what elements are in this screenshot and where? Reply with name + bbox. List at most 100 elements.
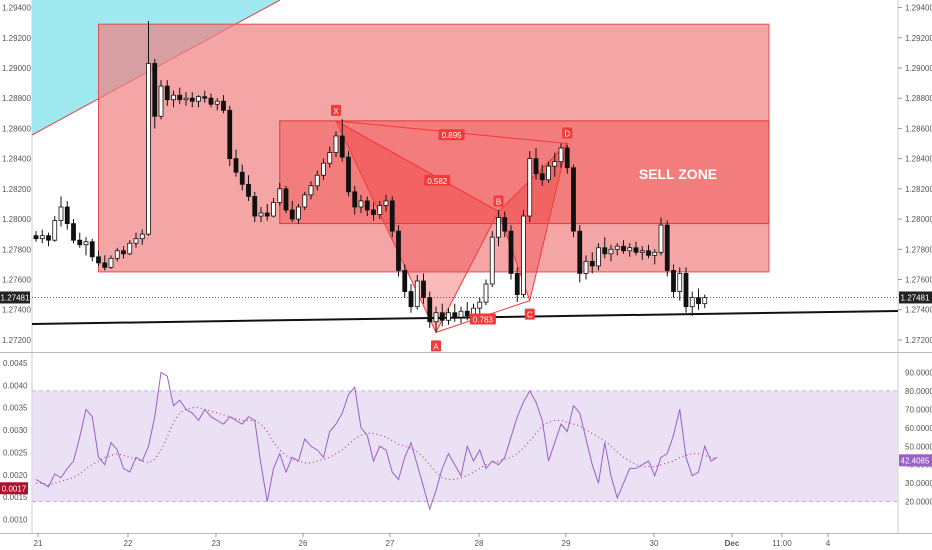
candle-body: [133, 238, 139, 244]
candle-body: [183, 97, 189, 101]
osc-tick-label-right: 60.0000: [905, 424, 932, 433]
osc-tick-label-left: 0.0045: [3, 359, 28, 368]
osc-tick-label-right: 20.0000: [905, 498, 932, 507]
candle-body: [83, 241, 89, 246]
price-tick-label-right: 1.28400: [905, 155, 932, 164]
candle-body: [402, 270, 408, 292]
osc-current-label-left: 0.0017: [2, 484, 27, 493]
candle-body: [352, 191, 358, 208]
candle-body: [264, 212, 270, 217]
osc-current-label-right: 42.4085: [901, 456, 930, 465]
candle-body: [139, 233, 145, 240]
price-tick-label-right: 1.29400: [905, 4, 932, 13]
candle-body: [389, 200, 395, 232]
osc-tick-label-right: 80.0000: [905, 387, 932, 396]
candle-body: [164, 85, 170, 101]
price-tick-label-right: 1.27400: [905, 306, 932, 315]
candle-body: [221, 100, 226, 111]
osc-tick-label-left: 0.0040: [3, 381, 28, 390]
oscillator-band: [32, 390, 898, 502]
current-price-label-right: 1.27481: [901, 293, 930, 302]
candle-body: [496, 217, 501, 238]
candle-body: [664, 224, 670, 271]
candle-body: [158, 85, 164, 117]
candle-body: [527, 158, 533, 217]
candle-body: [177, 94, 183, 101]
pattern-point-badge: [431, 340, 441, 352]
candle-body: [246, 183, 251, 197]
candle-body: [96, 256, 101, 264]
candle-body: [671, 270, 676, 292]
candle-body: [652, 251, 658, 256]
candle-body: [171, 94, 176, 101]
ratio-badge: [438, 129, 465, 141]
osc-tick-label-right: 50.0000: [905, 442, 932, 451]
candle-body: [627, 247, 633, 252]
price-tick-label-right: 1.27600: [905, 275, 932, 284]
candle-body: [433, 312, 439, 323]
x-tick-label: 26: [299, 539, 308, 548]
x-tick-label: 30: [650, 539, 659, 548]
candle-body: [302, 194, 308, 208]
current-price-badge-right: [899, 291, 932, 304]
price-tick-label-right: 1.27200: [905, 336, 932, 345]
price-tick-label-right: 1.28800: [905, 94, 932, 103]
candle-body: [589, 260, 595, 267]
oscillator-main-line: [35, 371, 718, 511]
candle-body: [46, 235, 51, 241]
candle-body: [539, 173, 545, 181]
candle-body: [602, 247, 608, 255]
candle-body: [346, 156, 351, 193]
candle-body: [489, 236, 495, 285]
candle-body: [52, 220, 58, 241]
candle-body: [152, 63, 158, 117]
osc-tick-label-left: 0.0020: [3, 471, 28, 480]
price-tick-label-right: 1.27800: [905, 245, 932, 254]
candle-body: [464, 310, 470, 317]
candle-body: [552, 161, 558, 167]
price-tick-label-right: 1.29200: [905, 34, 932, 43]
candle-body: [196, 96, 201, 102]
candle-body: [58, 206, 64, 221]
candle-body: [296, 206, 301, 220]
candle-body: [452, 312, 458, 318]
candle-body: [658, 224, 664, 253]
osc-current-badge-right: [899, 454, 932, 467]
osc-tick-label-left: 0.0030: [3, 426, 28, 435]
price-tick-label-left: 1.27400: [2, 306, 31, 315]
pattern-point-badge: [524, 308, 535, 320]
ratio-badge: [469, 313, 496, 325]
candle-body: [614, 245, 620, 250]
candle-body: [208, 97, 214, 105]
candle-body: [71, 223, 76, 241]
candle-body: [114, 250, 120, 259]
x-tick-label: 28: [475, 539, 484, 548]
candle-body: [396, 230, 401, 271]
current-price-label-left: 1.27481: [1, 293, 30, 302]
candle-body: [239, 171, 245, 185]
pattern-point-label-a: A: [433, 342, 439, 351]
candle-body: [89, 241, 95, 258]
x-tick-label: Dec: [725, 539, 740, 548]
candle-body: [283, 188, 289, 211]
candle-body: [514, 273, 520, 295]
candle-body: [277, 188, 283, 203]
osc-tick-label-right: 90.0000: [905, 368, 932, 377]
candle-body: [358, 200, 364, 208]
osc-tick-label-right: 70.0000: [905, 405, 932, 414]
pattern-point-badge: [562, 127, 573, 139]
candle-body: [421, 280, 426, 299]
pattern-point-label-d: D: [564, 130, 570, 139]
support-trendline: [31, 310, 899, 325]
price-tick-label-left: 1.29000: [2, 64, 31, 73]
x-tick-label: 21: [34, 539, 43, 548]
price-tick-label-left: 1.27600: [2, 275, 31, 284]
pattern-point-label-b: B: [496, 198, 501, 207]
candle-body: [608, 248, 614, 255]
candle-body: [308, 185, 314, 196]
candle-body: [314, 174, 320, 187]
pattern-point-label-x: X: [333, 107, 339, 116]
price-tick-label-left: 1.27800: [2, 245, 31, 254]
candle-body: [202, 96, 208, 99]
candle-body: [677, 273, 683, 292]
